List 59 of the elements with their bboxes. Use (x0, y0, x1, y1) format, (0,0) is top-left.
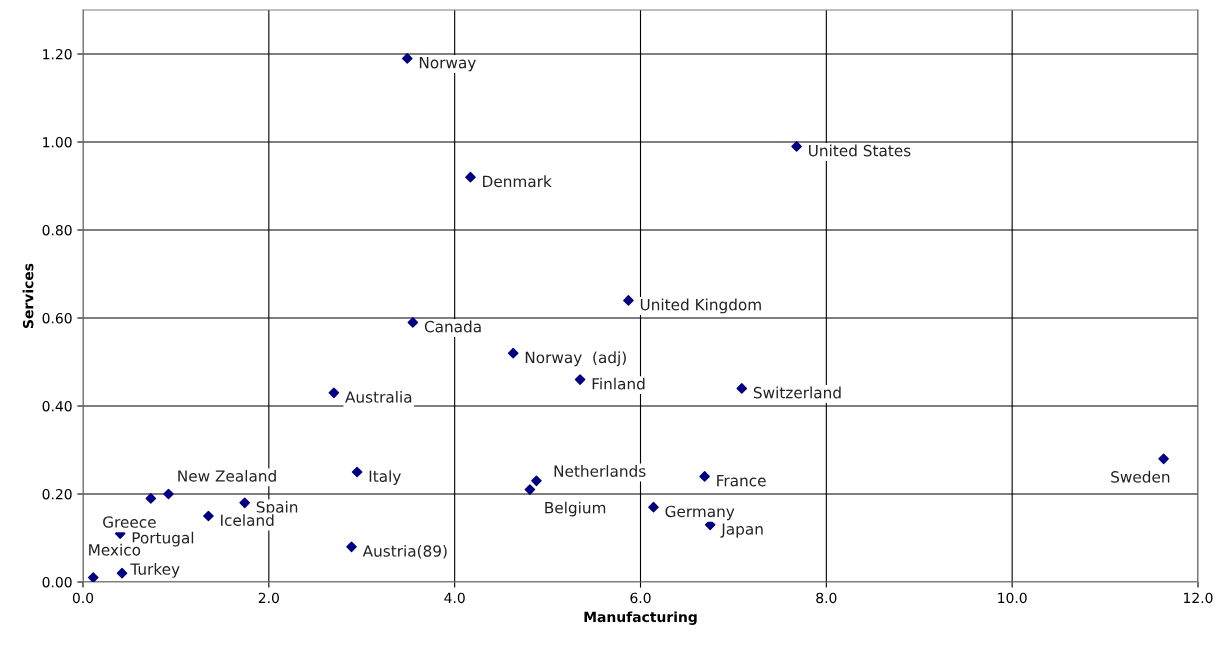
y-tick-label: 0.40 (42, 400, 72, 412)
annotation: Turkey (130, 563, 180, 578)
point (1158, 453, 1169, 465)
annotation: France (717, 475, 766, 487)
point (574, 374, 586, 385)
y-tick-label: 1.20 (43, 48, 72, 60)
y-tick-label: 1.00 (43, 136, 72, 148)
x-tick-label: 2.0 (258, 592, 279, 604)
x-tick-label: 12.0 (1184, 592, 1213, 604)
annotation: Switzerland (753, 386, 841, 399)
annotation: Italy (369, 470, 401, 485)
point (623, 295, 634, 306)
annotation: New Zealand (178, 469, 276, 482)
point (791, 141, 802, 152)
annotation: Japan (720, 523, 763, 538)
point (524, 484, 536, 495)
point (351, 466, 363, 478)
point (87, 572, 99, 582)
x-tick-label: 10.0 (998, 592, 1027, 604)
annotation: Austria(89) (362, 544, 447, 559)
x-tick-label: 6.0 (630, 592, 651, 604)
point (507, 347, 519, 359)
x-tick-label: 8.0 (816, 592, 837, 604)
point (401, 53, 413, 64)
y-tick-label: 0.60 (42, 312, 72, 324)
point (699, 471, 710, 482)
annotation: Australia (345, 390, 412, 403)
point (736, 383, 748, 394)
x-tick-label: 4.0 (444, 592, 465, 604)
point (346, 541, 357, 553)
annotation: United States (809, 144, 911, 157)
annotation: Sweden (1111, 470, 1170, 483)
y-tick-label: 0.00 (42, 576, 72, 588)
point (203, 510, 214, 522)
annotation: Finland (592, 377, 645, 390)
point (648, 501, 659, 513)
annotation: Denmark (483, 175, 552, 188)
annotation: Germany (665, 505, 735, 521)
annotation: Belgium (545, 501, 606, 517)
point (465, 171, 476, 183)
y-tick-label: 0.80 (42, 224, 72, 236)
point (145, 493, 157, 504)
point (239, 497, 250, 509)
annotation: Greece (103, 516, 156, 528)
point (407, 317, 419, 328)
annotation: United Kingdom (640, 298, 761, 314)
point (328, 387, 340, 399)
point (163, 488, 174, 500)
x-tick-label: 0.0 (72, 592, 94, 604)
point (531, 475, 542, 487)
x-axis-title: Manufacturing (584, 611, 697, 625)
annotation: Iceland (221, 514, 274, 526)
annotation: Canada (424, 320, 481, 333)
y-axis-title: Services (22, 263, 34, 329)
annotation: Norway (419, 57, 476, 72)
point (116, 567, 128, 579)
annotation: Netherlands (554, 465, 646, 477)
annotation: Norway (adj) (525, 351, 626, 367)
y-tick-label: 0.20 (42, 488, 72, 500)
